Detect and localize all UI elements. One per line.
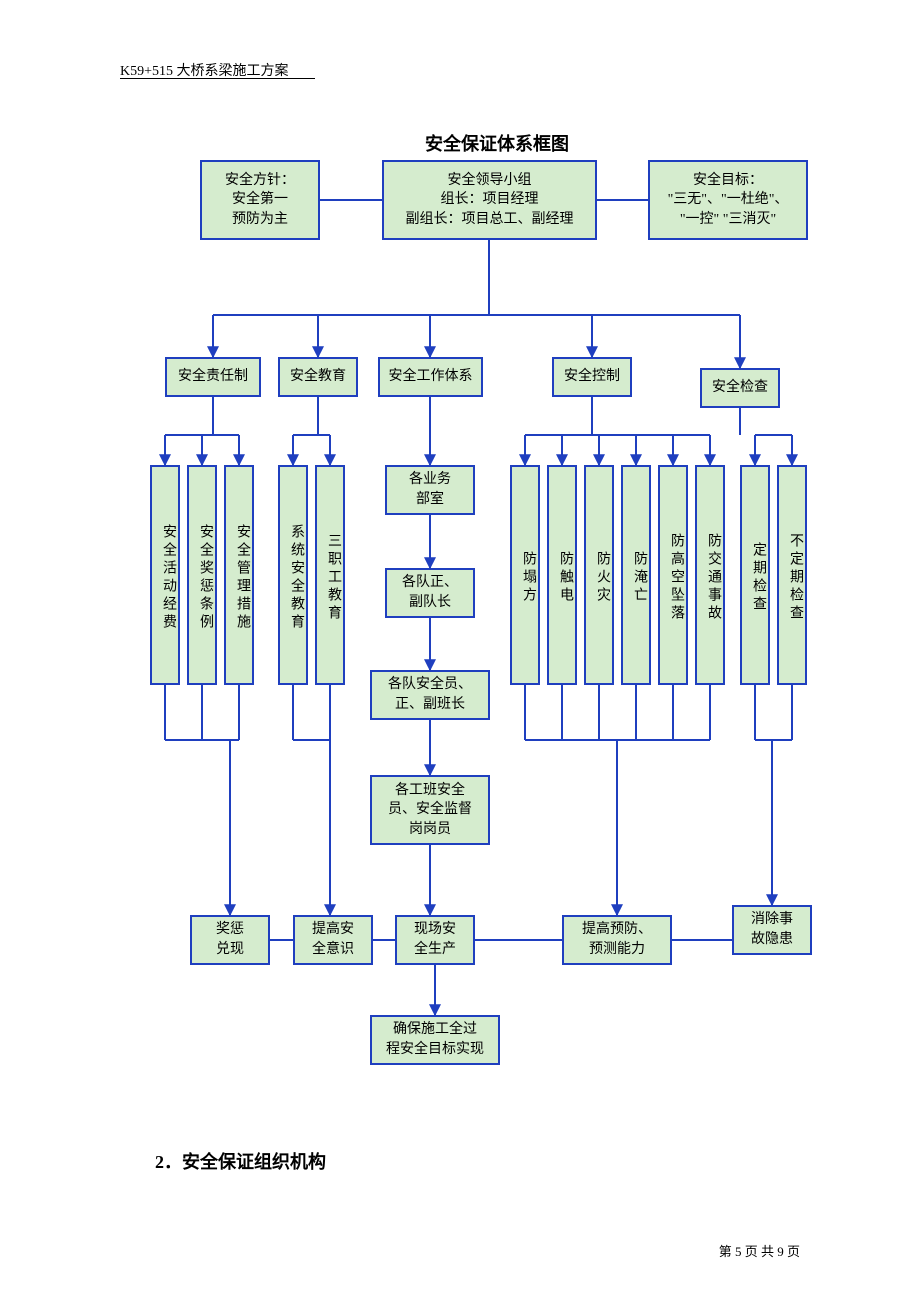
node-trijob: 三职工教育 bbox=[315, 465, 345, 685]
node-captain: 各队正、副队长 bbox=[385, 568, 475, 618]
node-drown: 防淹亡 bbox=[621, 465, 651, 685]
node-dept: 各业务部室 bbox=[385, 465, 475, 515]
page: K59+515 大桥系梁施工方案 安全保证体系框图 安全方针：安全第一预防为主安… bbox=[0, 0, 920, 1302]
node-irregular: 不定期检查 bbox=[777, 465, 807, 685]
section-heading: 2．安全保证组织机构 bbox=[155, 1148, 326, 1174]
node-fund: 安全活动经费 bbox=[150, 465, 180, 685]
node-ensure: 确保施工全过程安全目标实现 bbox=[370, 1015, 500, 1065]
node-eliminate: 消除事故隐患 bbox=[732, 905, 812, 955]
node-fire: 防火灾 bbox=[584, 465, 614, 685]
node-monitor: 各工班安全员、安全监督岗岗员 bbox=[370, 775, 490, 845]
node-measure: 安全管理措施 bbox=[224, 465, 254, 685]
node-resp: 安全责任制 bbox=[165, 357, 261, 397]
node-prevent: 提高预防、预测能力 bbox=[562, 915, 672, 965]
page-header: K59+515 大桥系梁施工方案 bbox=[120, 60, 289, 80]
node-rewardout: 奖惩兑现 bbox=[190, 915, 270, 965]
node-sysedu: 系统安全教育 bbox=[278, 465, 308, 685]
node-awareness: 提高安全意识 bbox=[293, 915, 373, 965]
chart-title: 安全保证体系框图 bbox=[425, 130, 569, 156]
node-system: 安全工作体系 bbox=[378, 357, 483, 397]
node-control: 安全控制 bbox=[552, 357, 632, 397]
node-regular: 定期检查 bbox=[740, 465, 770, 685]
node-sitesafe: 现场安全生产 bbox=[395, 915, 475, 965]
node-policy: 安全方针：安全第一预防为主 bbox=[200, 160, 320, 240]
node-edu: 安全教育 bbox=[278, 357, 358, 397]
node-electric: 防触电 bbox=[547, 465, 577, 685]
node-traffic: 防交通事故 bbox=[695, 465, 725, 685]
header-underline bbox=[120, 78, 315, 79]
node-leader: 安全领导小组组长：项目经理副组长：项目总工、副经理 bbox=[382, 160, 597, 240]
node-collapse: 防塌方 bbox=[510, 465, 540, 685]
node-target: 安全目标："三无"、"一杜绝"、"一控" "三消灭" bbox=[648, 160, 808, 240]
node-reward: 安全奖惩条例 bbox=[187, 465, 217, 685]
node-fall: 防高空坠落 bbox=[658, 465, 688, 685]
node-safeoff: 各队安全员、正、副班长 bbox=[370, 670, 490, 720]
page-footer: 第 5 页 共 9 页 bbox=[719, 1241, 800, 1260]
node-inspect: 安全检查 bbox=[700, 368, 780, 408]
